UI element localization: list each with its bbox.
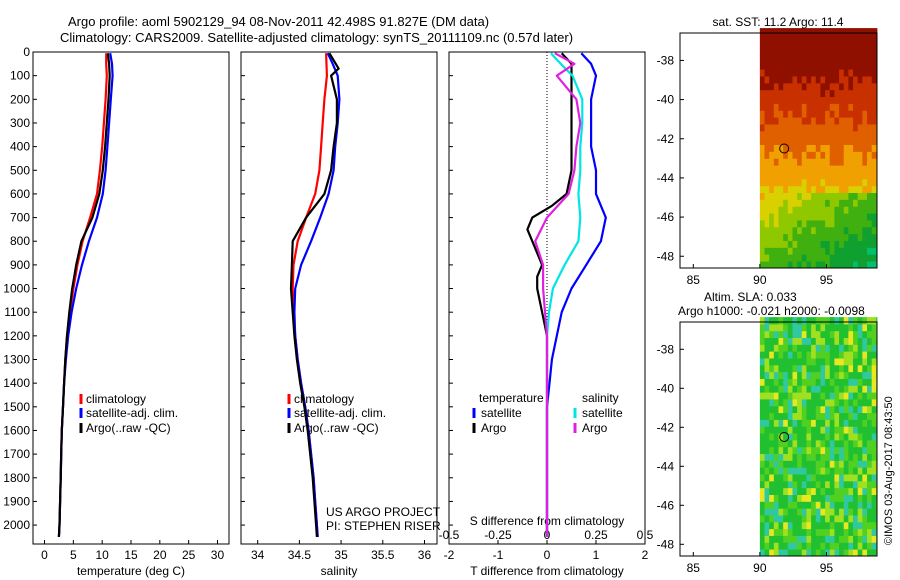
legend-title-temperature: temperature	[479, 391, 544, 405]
series-line-sal-2	[289, 52, 340, 537]
x-tick-label-diff: 0	[544, 548, 551, 562]
pressure-tick-label: 1200	[3, 329, 30, 343]
legend-label-temp: climatology	[86, 392, 146, 406]
map-lon-tick-label: 85	[687, 273, 701, 287]
x-axis-label-diff: T difference from climatology	[470, 564, 624, 578]
map-lon-tick-label: 90	[753, 561, 767, 575]
pressure-tick-label: 0	[23, 45, 30, 59]
map-lat-tick-label: -38	[657, 342, 675, 356]
x-tick-label-temp: 10	[95, 548, 109, 562]
pressure-tick-label: 1800	[3, 471, 30, 485]
pressure-tick-label: 1300	[3, 353, 30, 367]
map-lat-tick-label: -38	[657, 53, 675, 67]
x-tick-label-sal: 36	[418, 548, 432, 562]
pressure-tick-label: 1900	[3, 494, 30, 508]
pressure-tick-label: 100	[10, 69, 30, 83]
salinity-diff-tick-label: 0.25	[584, 528, 608, 542]
pressure-tick-label: 900	[10, 258, 30, 272]
legend-label-diff: satellite	[481, 406, 522, 420]
series-line-temp-2	[57, 53, 111, 537]
map-lat-tick-label: -46	[657, 210, 675, 224]
legend-label-temp: satellite-adj. clim.	[86, 406, 178, 420]
x-tick-label-diff: 2	[642, 548, 649, 562]
series-line-diff-3	[534, 52, 582, 537]
imos-watermark: ©IMOS 03-Aug-2017 08:43:50	[883, 396, 895, 545]
map-lat-tick-label: -42	[657, 420, 675, 434]
x-axis-label-sal: salinity	[321, 564, 358, 578]
map-raster-sst_map	[759, 28, 878, 269]
x-tick-label-diff: -2	[444, 548, 455, 562]
sla-map-subtitle: Argo h1000: -0.021 h2000: -0.0098	[678, 304, 865, 318]
legend-label-temp: Argo(..raw -QC)	[86, 421, 171, 435]
legend-label-diff: satellite	[582, 406, 623, 420]
x-tick-label-temp: 20	[153, 548, 167, 562]
sla-map-title: Altim. SLA: 0.033	[704, 290, 797, 304]
map-raster-sla_map	[759, 317, 878, 557]
pressure-tick-label: 300	[10, 116, 30, 130]
map-lat-tick-label: -44	[657, 171, 675, 185]
x-tick-label-sal: 34	[251, 548, 265, 562]
pressure-tick-label: 1000	[3, 282, 30, 296]
legend-label-sal: Argo(..raw -QC)	[294, 421, 379, 435]
legend-label-sal: satellite-adj. clim.	[294, 406, 386, 420]
argo-position-marker-sst_map	[779, 143, 790, 154]
argo-position-marker-sla_map	[779, 432, 790, 443]
pressure-tick-label: 2000	[3, 518, 30, 532]
map-lon-tick-label: 95	[820, 561, 834, 575]
panel-frame-sal	[240, 51, 438, 545]
pressure-tick-label: 200	[10, 92, 30, 106]
pressure-tick-label: 1600	[3, 423, 30, 437]
x-tick-label-sal: 35	[334, 548, 348, 562]
legend-label-diff: Argo	[582, 421, 608, 435]
credit-pi: PI: STEPHEN RISER	[326, 519, 441, 533]
sst-map-title: sat. SST: 11.2 Argo: 11.4	[713, 15, 844, 29]
header-line-1: Argo profile: aoml 5902129_94 08-Nov-201…	[68, 14, 490, 29]
x-tick-label-sal: 35.5	[371, 548, 395, 562]
map-lat-tick-label: -44	[657, 459, 675, 473]
map-lon-tick-label: 90	[753, 273, 767, 287]
pressure-tick-label: 1400	[3, 376, 30, 390]
x-tick-label-diff: -1	[493, 548, 504, 562]
map-lat-tick-label: -48	[657, 537, 675, 551]
panel-frame-temp	[32, 51, 230, 545]
map-lat-tick-label: -42	[657, 132, 675, 146]
map-lat-tick-label: -46	[657, 498, 675, 512]
x-tick-label-temp: 0	[41, 548, 48, 562]
salinity-diff-tick-label: 0.5	[637, 528, 654, 542]
map-frame-sst_map	[679, 32, 878, 269]
pressure-tick-label: 1100	[4, 305, 30, 319]
x-axis-label-temp: temperature (deg C)	[77, 564, 185, 578]
map-frame-sla_map	[679, 321, 878, 557]
x-tick-label-temp: 5	[70, 548, 77, 562]
map-lat-tick-label: -40	[657, 93, 675, 107]
pressure-tick-label: 500	[10, 163, 30, 177]
header-line-2: Climatology: CARS2009. Satellite-adjuste…	[60, 30, 574, 45]
pressure-tick-label: 600	[10, 187, 30, 201]
pressure-tick-label: 1700	[3, 447, 30, 461]
pressure-tick-label: 1500	[3, 400, 30, 414]
x-tick-label-temp: 15	[124, 548, 138, 562]
legend-label-sal: climatology	[294, 392, 354, 406]
map-lat-tick-label: -40	[657, 381, 675, 395]
pressure-tick-label: 400	[10, 140, 30, 154]
credit-project: US ARGO PROJECT	[326, 505, 441, 519]
x-tick-label-diff: 1	[593, 548, 600, 562]
map-lon-tick-label: 85	[687, 561, 701, 575]
legend-title-salinity: salinity	[582, 391, 619, 405]
pressure-tick-label: 800	[10, 234, 30, 248]
map-lon-tick-label: 95	[820, 273, 834, 287]
legend-label-diff: Argo	[481, 421, 507, 435]
x-tick-label-temp: 25	[182, 548, 196, 562]
x-tick-label-temp: 30	[211, 548, 225, 562]
salinity-diff-tick-label: -0.5	[439, 528, 460, 542]
pressure-tick-label: 700	[10, 211, 30, 225]
salinity-diff-tick-label: -0.25	[484, 528, 512, 542]
x-tick-label-sal: 34.5	[288, 548, 312, 562]
map-lat-tick-label: -48	[657, 249, 675, 263]
